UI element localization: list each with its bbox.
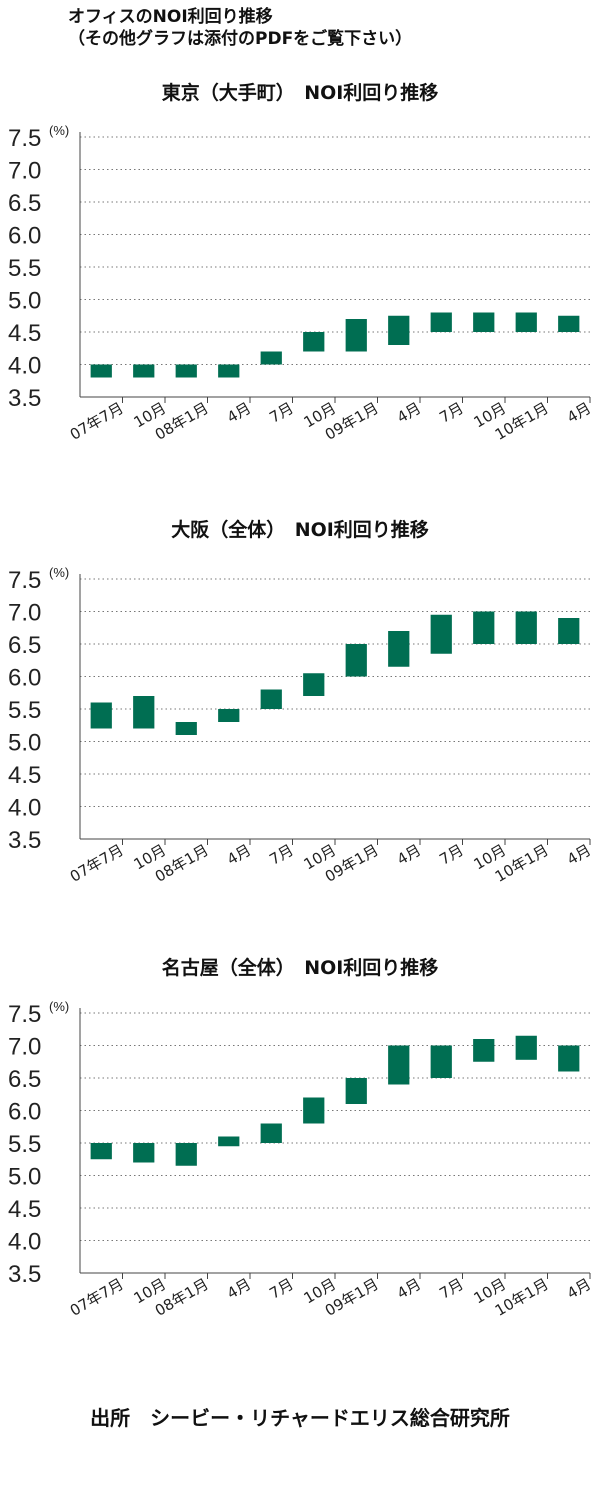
range-bar (388, 315, 410, 345)
range-bar (175, 722, 197, 735)
range-bar (430, 1045, 452, 1078)
y-tick-label: 6.5 (8, 190, 41, 217)
range-bar (90, 702, 112, 729)
y-tick-label: 4.5 (8, 320, 41, 347)
range-bar (218, 1136, 240, 1147)
x-tick-label: 4月 (394, 399, 424, 427)
x-tick-label: 07年7月 (67, 1275, 127, 1320)
x-tick-label: 7月 (436, 399, 466, 427)
x-tick-label: 07年7月 (67, 399, 127, 444)
x-tick-label: 7月 (266, 1275, 296, 1303)
x-tick-label: 7月 (266, 841, 296, 869)
y-tick-label: 4.5 (8, 1196, 41, 1223)
y-tick-label: 5.0 (8, 1164, 41, 1191)
y-tick-label: 4.0 (8, 795, 41, 822)
y-tick-label: 7.5 (8, 125, 41, 152)
chart-title-nagoya: 名古屋（全体） NOI利回り推移 (161, 957, 439, 979)
range-bar (175, 1143, 197, 1166)
source-credit: 出所 シービー・リチャードエリス総合研究所 (90, 1406, 510, 1430)
y-unit-label: (%) (49, 123, 69, 138)
x-tick-label: 4月 (564, 399, 594, 427)
y-tick-label: 6.0 (8, 665, 41, 692)
range-bar (260, 1123, 282, 1143)
range-bar (388, 631, 410, 667)
range-bar (473, 1039, 495, 1062)
y-tick-label: 5.0 (8, 288, 41, 315)
y-tick-label: 5.0 (8, 730, 41, 757)
y-tick-label: 7.5 (8, 1001, 41, 1028)
y-unit-label: (%) (49, 999, 69, 1014)
y-tick-label: 6.0 (8, 1099, 41, 1126)
y-tick-label: 7.5 (8, 567, 41, 594)
range-bar (558, 315, 580, 332)
range-bar (515, 1035, 537, 1060)
range-bar (388, 1045, 410, 1085)
header-note: （その他グラフは添付のPDFをご覧下さい） (68, 29, 413, 49)
chart-title-tokyo: 東京（大手町） NOI利回り推移 (161, 82, 439, 104)
range-bar (218, 364, 240, 378)
x-tick-label: 4月 (394, 1275, 424, 1303)
y-tick-label: 6.0 (8, 223, 41, 250)
y-tick-label: 4.0 (8, 353, 41, 380)
x-tick-label: 4月 (224, 399, 254, 427)
page-header: オフィスのNOI利回り推移 （その他グラフは添付のPDFをご覧下さい） (68, 6, 412, 50)
y-tick-label: 7.0 (8, 600, 41, 627)
range-bar (90, 1143, 112, 1160)
y-tick-label: 6.5 (8, 632, 41, 659)
y-tick-label: 5.5 (8, 697, 41, 724)
range-bar (260, 689, 282, 709)
y-tick-label: 3.5 (8, 1261, 41, 1288)
range-bar (303, 673, 325, 696)
range-bar (133, 364, 155, 378)
range-bar (345, 644, 367, 677)
range-bar (175, 364, 197, 378)
range-bar (218, 709, 240, 722)
chart-title-osaka: 大阪（全体） NOI利回り推移 (171, 519, 429, 541)
range-bar (303, 332, 325, 352)
range-bar (133, 696, 155, 729)
range-bar (473, 312, 495, 332)
range-bar (473, 611, 495, 644)
x-tick-label: 4月 (394, 841, 424, 869)
y-tick-label: 3.5 (8, 385, 41, 412)
y-tick-label: 7.0 (8, 158, 41, 185)
y-tick-label: 4.5 (8, 762, 41, 789)
x-tick-label: 07年7月 (67, 841, 127, 886)
y-tick-label: 3.5 (8, 827, 41, 854)
range-bar (558, 1045, 580, 1072)
y-tick-label: 5.5 (8, 1131, 41, 1158)
y-tick-label: 7.0 (8, 1034, 41, 1061)
x-tick-label: 4月 (224, 841, 254, 869)
range-bar (260, 351, 282, 365)
range-bar (303, 1097, 325, 1124)
range-bar (515, 611, 537, 644)
header-title: オフィスのNOI利回り推移 (68, 7, 273, 27)
x-tick-label: 7月 (266, 399, 296, 427)
range-bar (515, 312, 537, 332)
range-bar (345, 319, 367, 352)
chart-osaka: 3.54.04.55.05.56.06.57.07.5 (%)07年7月 10月08… (8, 565, 594, 886)
range-bar (133, 1143, 155, 1163)
y-unit-label: (%) (49, 565, 69, 580)
chart-tokyo: 3.54.04.55.05.56.06.57.07.5 (%)07年7月 10月08… (8, 123, 594, 444)
range-bar (345, 1078, 367, 1104)
range-bar (90, 364, 112, 378)
y-tick-label: 6.5 (8, 1066, 41, 1093)
y-tick-label: 4.0 (8, 1229, 41, 1256)
range-bar (430, 614, 452, 654)
x-tick-label: 4月 (564, 1275, 594, 1303)
x-tick-label: 7月 (436, 1275, 466, 1303)
x-tick-label: 4月 (224, 1275, 254, 1303)
x-tick-label: 7月 (436, 841, 466, 869)
range-bar (430, 312, 452, 332)
x-tick-label: 4月 (564, 841, 594, 869)
chart-nagoya: 3.54.04.55.05.56.06.57.07.5 (%)07年7月 10月08… (8, 999, 594, 1320)
range-bar (558, 618, 580, 644)
y-tick-label: 5.5 (8, 255, 41, 282)
